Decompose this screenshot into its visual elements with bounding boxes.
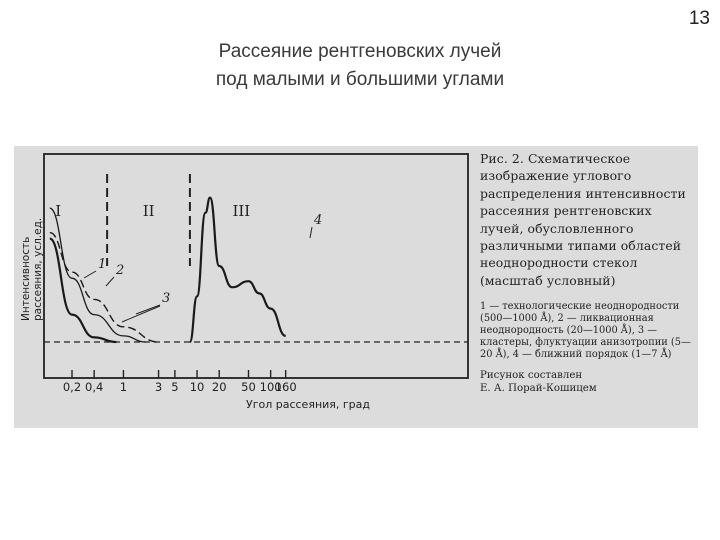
y-axis-label-1: Интенсивность — [20, 237, 32, 321]
series-curve-1 — [49, 237, 117, 344]
curve-label-2: 2 — [115, 263, 124, 278]
region-label: III — [232, 202, 250, 220]
title-line-1: Рассеяние рентгеновских лучей — [218, 41, 502, 62]
credit-line-2: Е. А. Порай-Кошицем — [480, 383, 597, 395]
x-tick-label: 5 — [171, 380, 178, 394]
series-curve-2 — [49, 207, 146, 343]
x-axis-label: Угол рассеяния, град — [246, 398, 370, 411]
curve-leader — [121, 305, 161, 323]
x-tick-label: 10 — [190, 380, 205, 394]
curve-leader — [135, 304, 161, 315]
title-line-2: под малыми и большими углами — [215, 69, 505, 90]
x-tick-label: 0,2 — [63, 380, 81, 394]
caption-legend: 1 — технологические неоднородности (500—… — [480, 301, 691, 361]
x-tick-label: 100 — [260, 380, 282, 394]
y-axis-label-2: рассеяния, усл.ед. — [32, 218, 44, 321]
plot-frame — [43, 153, 469, 379]
curve-label-1: 1 — [98, 257, 106, 272]
region-label: I — [55, 202, 61, 220]
curve-leader — [309, 226, 313, 239]
curve-leader — [83, 270, 97, 279]
credit-line-1: Рисунок составлен — [480, 370, 583, 382]
series-curve-3 — [49, 231, 159, 343]
curve-label-4: 4 — [313, 213, 322, 228]
figure-caption: Рис. 2. Схематическое изображение углово… — [480, 150, 696, 395]
x-tick-label: 20 — [212, 380, 227, 394]
x-tick-label: 0,4 — [85, 380, 103, 394]
x-tick-label: 3 — [155, 380, 162, 394]
curve-label-3: 3 — [162, 291, 170, 306]
slide-number: 13 — [688, 8, 710, 29]
slide-title: Рассеяние рентгеновских лучей под малыми… — [120, 38, 600, 94]
curve-leader — [105, 276, 115, 287]
scanned-figure: 0,2 0,4 1 3 5 10 20 50 100 160 I II III 1 2 3 4 Интенсив… — [14, 146, 698, 428]
region-label: II — [143, 202, 155, 220]
caption-main: Рис. 2. Схематическое изображение углово… — [480, 151, 686, 288]
series-curve-4 — [188, 196, 287, 344]
x-tick-label: 160 — [275, 380, 297, 394]
x-tick-label: 1 — [120, 380, 127, 394]
x-tick-label: 50 — [241, 380, 256, 394]
caption-credit: Рисунок составлен Е. А. Порай-Кошицем — [480, 369, 696, 395]
